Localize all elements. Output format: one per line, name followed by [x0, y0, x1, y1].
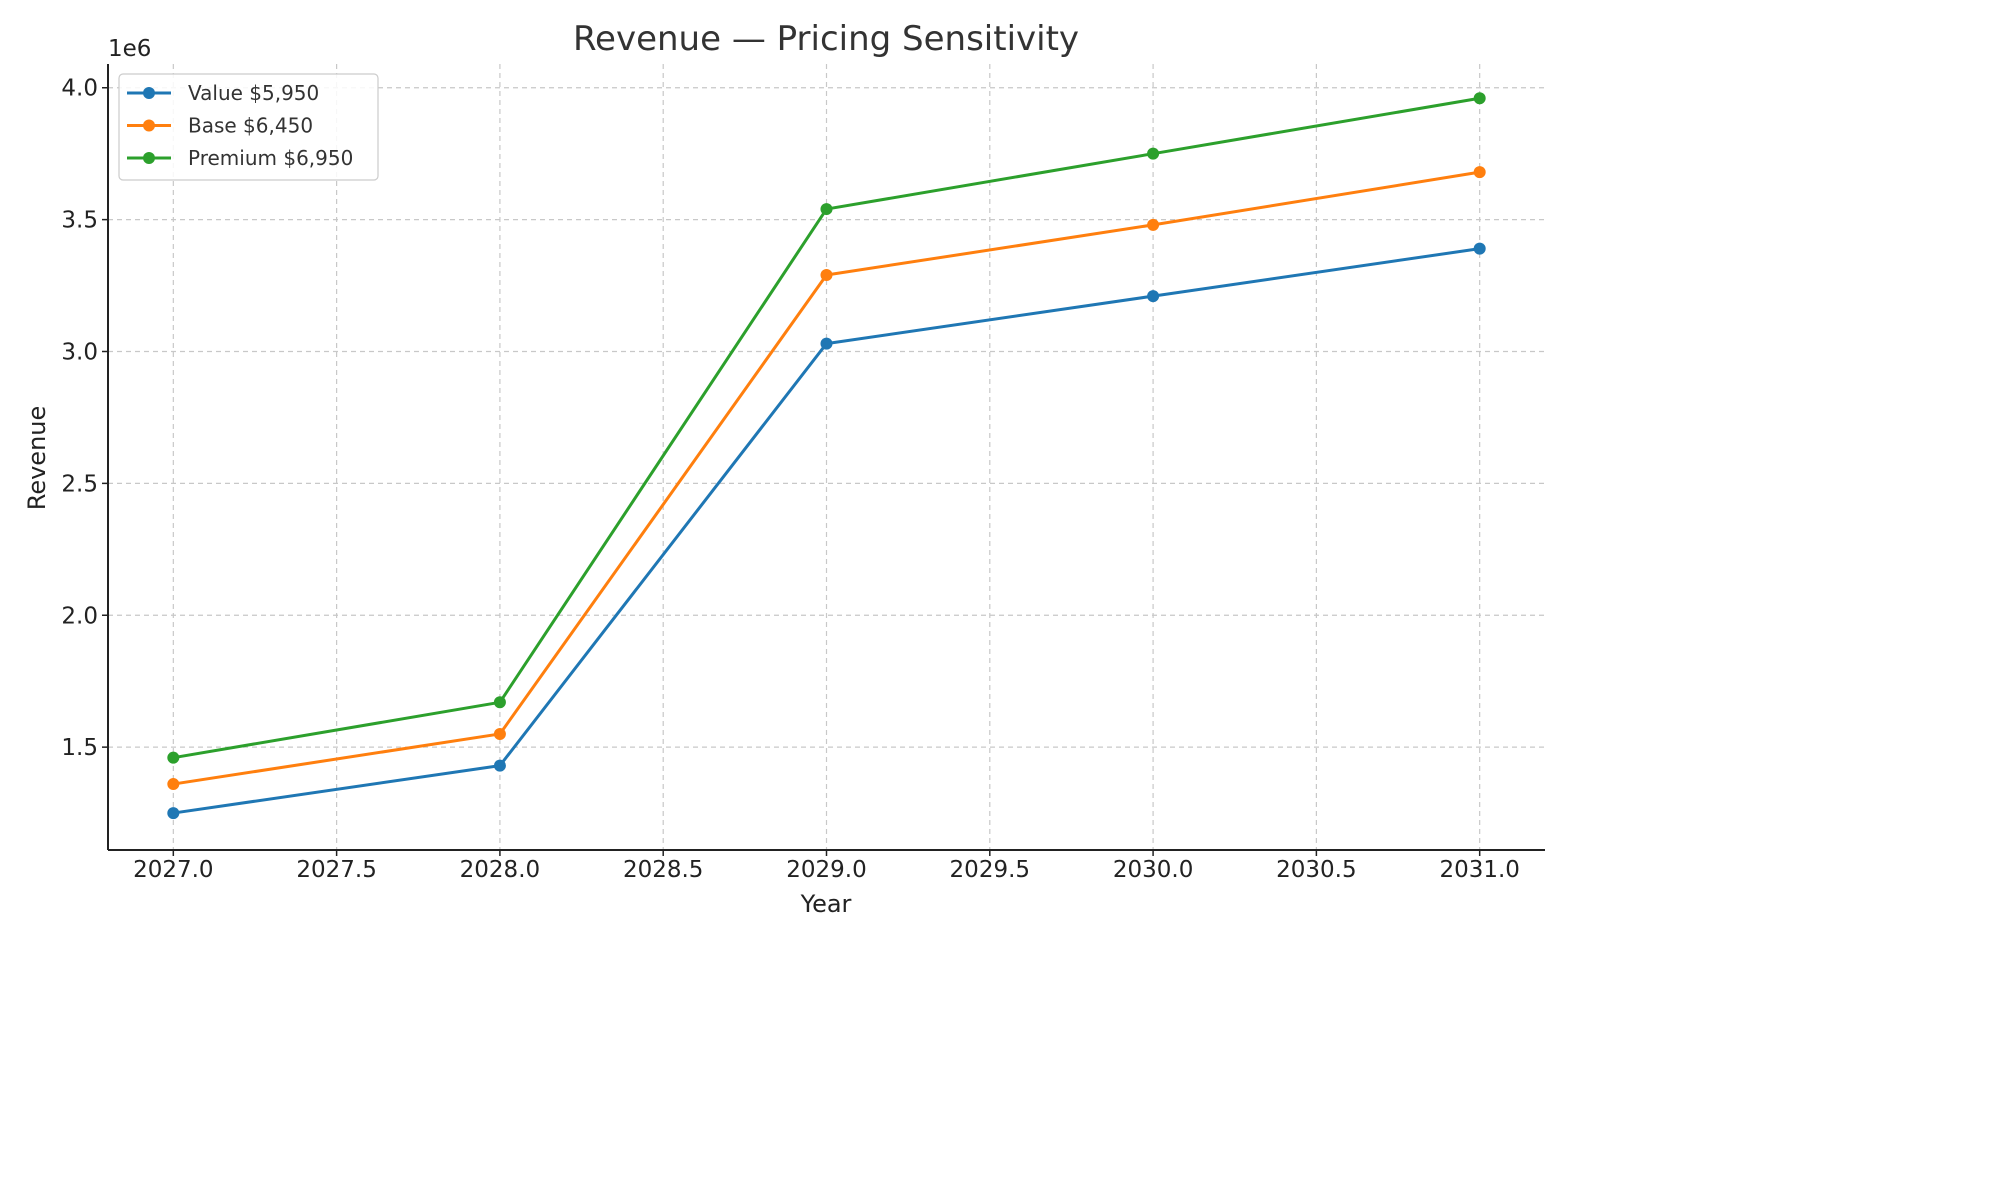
legend-label: Base $6,450 [188, 114, 313, 138]
data-point [493, 696, 506, 709]
legend-swatch-marker [143, 119, 155, 132]
x-axis-ticks: 2027.0 2027.5 2028.0 2028.5 2029.0 2029.5 2030… [133, 850, 1520, 883]
series [167, 92, 1486, 820]
y-tick-label: 1.5 [61, 735, 98, 761]
data-point [1473, 242, 1486, 255]
series-0 [167, 242, 1486, 820]
chart-title: Revenue — Pricing Sensitivity [573, 19, 1079, 59]
data-point [820, 337, 833, 350]
x-tick-label: 2028.5 [623, 857, 703, 883]
data-point [1147, 147, 1160, 160]
legend-swatch-marker [143, 87, 155, 99]
legend-item: Base $6,450 [127, 114, 313, 138]
grid [108, 64, 1545, 850]
data-point [820, 203, 833, 216]
x-tick-label: 2031.0 [1439, 857, 1519, 883]
data-point [1147, 218, 1160, 231]
revenue-line-chart: 2027.0 2027.5 2028.0 2028.5 2029.0 2029.5 2030… [23, 19, 1545, 918]
x-tick-label: 2028.0 [460, 857, 540, 883]
y-tick-label: 2.5 [61, 471, 98, 497]
y-tick-label: 2.0 [61, 603, 98, 629]
data-point [1473, 92, 1486, 105]
data-point [167, 751, 180, 764]
legend-item: Premium $6,950 [127, 146, 353, 170]
y-tick-label: 3.5 [61, 208, 98, 234]
x-tick-label: 2029.5 [950, 857, 1030, 883]
y-axis-ticks: 1.5 2.0 2.5 3.0 3.5 4.0 [61, 76, 108, 761]
series-1 [167, 166, 1486, 791]
x-tick-label: 2027.0 [133, 857, 213, 883]
legend-box [118, 73, 379, 181]
series-2 [167, 92, 1486, 764]
data-point [1473, 166, 1486, 179]
legend-label: Value $5,950 [188, 81, 319, 105]
x-tick-label: 2030.5 [1276, 857, 1356, 883]
x-tick-label: 2030.0 [1113, 857, 1193, 883]
data-point [493, 727, 506, 740]
y-tick-label: 3.0 [61, 339, 98, 365]
x-tick-label: 2029.0 [786, 857, 866, 883]
data-point [493, 759, 506, 772]
legend: Value $5,950 Base $6,450 Premium $6,950 [118, 73, 379, 181]
data-point [1147, 290, 1160, 303]
data-point [820, 269, 833, 282]
data-point [167, 778, 180, 791]
y-axis-offset-label: 1e6 [108, 36, 151, 62]
y-axis-label: Revenue [23, 406, 51, 511]
legend-swatch-marker [143, 152, 155, 164]
legend-label: Premium $6,950 [188, 146, 353, 170]
legend-item: Value $5,950 [127, 81, 319, 105]
x-tick-label: 2027.5 [296, 857, 376, 883]
x-axis-label: Year [800, 890, 852, 918]
series-line [173, 247, 1480, 815]
y-tick-label: 4.0 [61, 76, 98, 102]
data-point [167, 807, 180, 820]
